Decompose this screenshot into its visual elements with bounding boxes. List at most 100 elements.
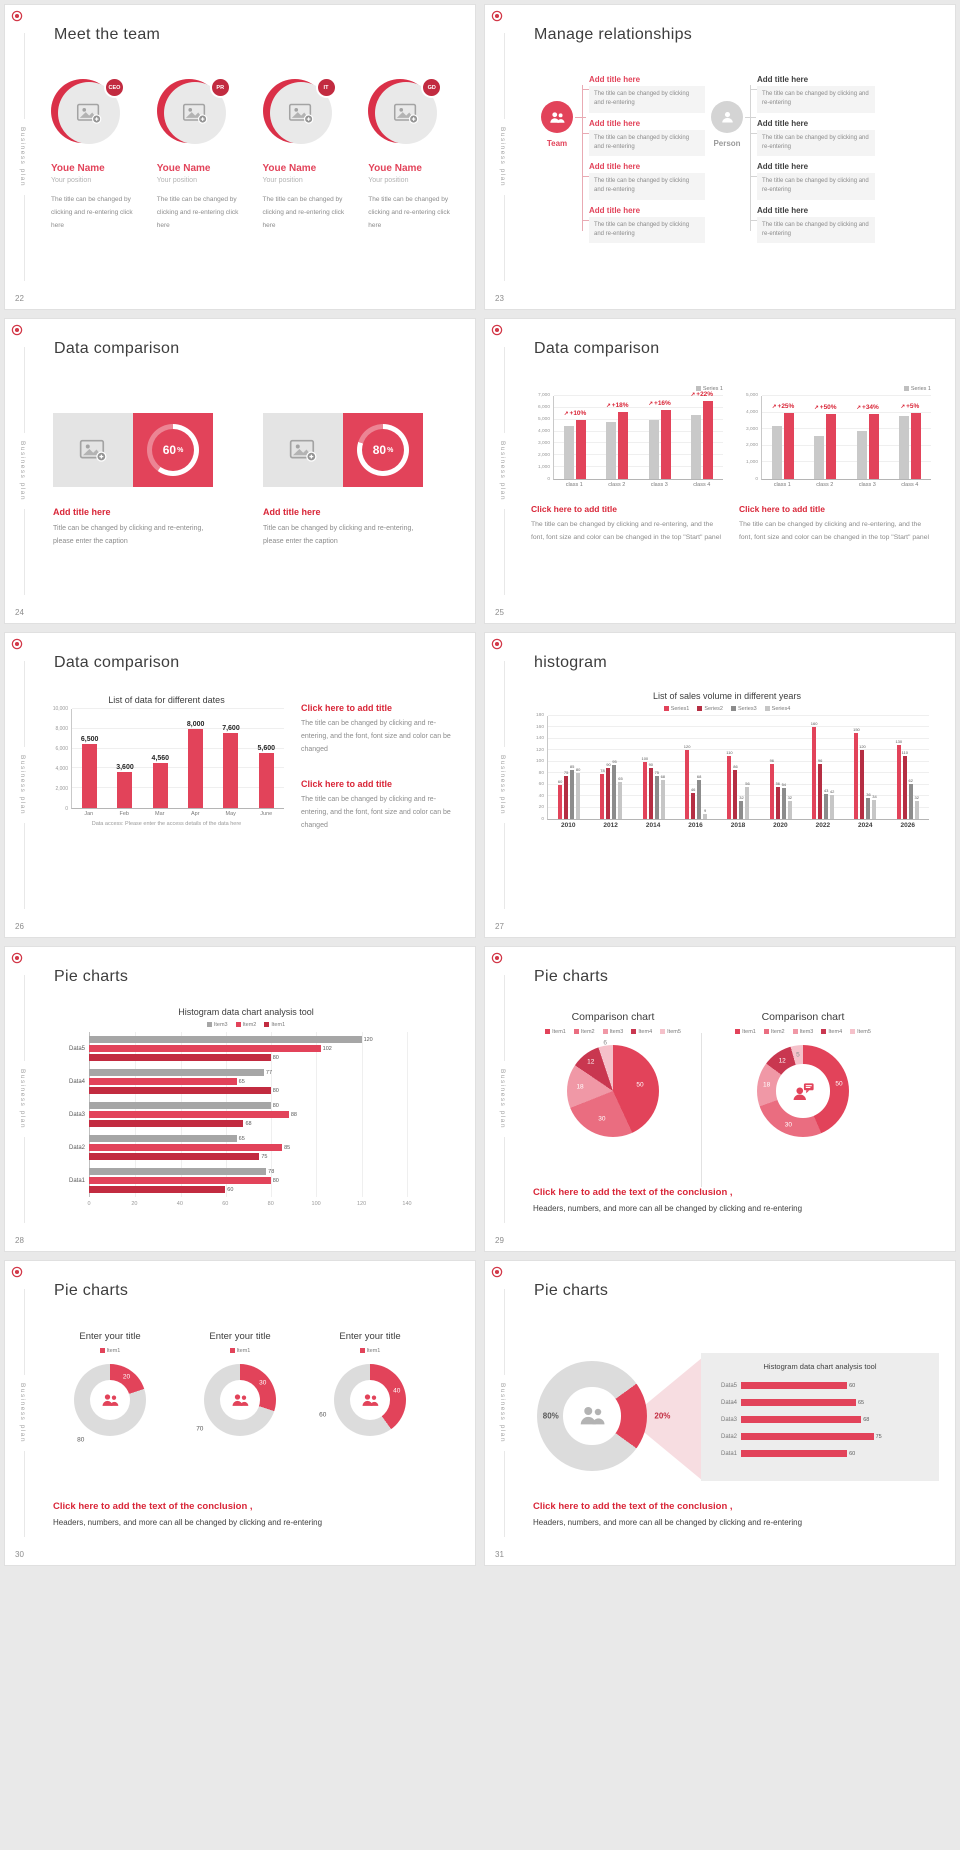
bar [89,1135,237,1142]
x-axis: Jan Feb Mar Apr May June [71,811,284,817]
caption-title: Add title here [263,507,321,517]
relation-item-text: The title can be changed by clicking and… [757,216,875,244]
legend-item: Item1 [545,1029,566,1035]
relation-item: Add title here The title can be changed b… [582,162,705,200]
bar-value: 80 [272,1177,279,1184]
hbar-chart-block: Histogram data chart analysis tool Item3… [59,1007,433,1208]
legend-item: Item3 [206,1022,228,1028]
relation-item: Add title here The title can be changed b… [582,75,705,113]
category-label: Data4 [720,1399,737,1406]
slide-30[interactable]: Business plan Pie charts Enter your titl… [4,1260,476,1566]
chart-holder: 40 60 [305,1364,435,1436]
bar-value: 85 [569,764,575,770]
x-tick-label: 60 [222,1201,229,1207]
legend-label: Series4 [771,705,791,712]
slide-28[interactable]: Business plan Pie charts Histogram data … [4,946,476,1252]
bar-groups: +10% +18% +16% +22% [554,391,723,479]
caption-text: Title can be changed by clicking and re-… [53,525,204,545]
legend-swatch [764,706,770,711]
bar-chart-block: Series 1 5,0004,0003,0002,0001,0000+25%+… [739,385,931,545]
legend-swatch [821,1029,827,1034]
plot-area: +10% +18% +16% +22% [553,391,723,480]
bar-line: 60 [89,1186,407,1193]
chart-legend: Item1 [175,1347,305,1354]
bar-value: 56 [745,780,750,786]
pie-group: Comparison chart Item1 Item2 Item3 Item4 Ite… [523,1011,703,1137]
bar-value: 77 [265,1069,273,1076]
bar-line: 75 [741,1433,909,1440]
bar-value: 96 [769,758,775,764]
bar: 32 [915,795,919,819]
gridline [548,772,929,774]
comparison-panel: 80% [263,413,423,487]
bar [741,1382,848,1389]
bar: 110 [902,750,908,819]
x-tick-label: class 3 [858,482,876,488]
bar-value: 130 [895,738,903,744]
bar [910,412,921,479]
relation-item-title: Add title here [589,118,641,128]
bar-value: 32 [914,794,920,800]
bar-value: 120 [683,744,691,750]
bar-panel: Histogram data chart analysis tool Data5… [701,1353,939,1481]
slide-25[interactable]: Business plan Data comparison Series 1 7… [484,318,956,624]
slide-27[interactable]: Business plan histogram List of sales vo… [484,632,956,938]
gridline [407,1032,408,1197]
bar-line: 68 [741,1416,909,1423]
bar-value: 96 [817,758,823,764]
hbar-row: Data3 68 [713,1411,927,1428]
slide-24[interactable]: Business plan Data comparison 60% 80% Ad… [4,318,476,624]
hbar-plot: Data5 60 Data4 65 Data3 68 Data2 75 Data1 60 [713,1377,927,1462]
chart-footnote: Data access: Please enter the access det… [91,821,242,827]
x-axis: 0 20 40 60 80 100 120 140 [87,1199,411,1208]
gridline [548,749,929,751]
caption-text: Title can be changed by clicking and re-… [263,525,414,545]
brand-logo-icon [491,324,503,336]
gridline [72,708,284,709]
slide-23[interactable]: Business plan Manage relationships Team … [484,4,956,310]
percent-block: 80% [343,413,423,487]
plot-column: 6,500 3,600 4,560 8,000 7,600 5,600 Jan Feb Mar A… [71,708,284,817]
brand-logo-icon [11,324,23,336]
legend-label: Item4 [638,1028,653,1035]
bar-value: 160 [810,721,818,727]
page-number: 23 [495,294,504,303]
slice-label: 50 [835,1080,843,1087]
slide-31[interactable]: Business plan Pie charts 20% 80% Histogra… [484,1260,956,1566]
member-name: Youe Name [262,163,317,174]
panel-title: Histogram data chart analysis tool [763,1362,877,1371]
bar [741,1433,874,1440]
legend-swatch [545,1029,551,1034]
x-tick-label: May [225,811,236,817]
chart-holder: 30 70 [175,1364,305,1436]
side-label: Business plan [499,119,506,195]
slice-label: 60 [319,1411,327,1419]
bar [660,410,671,479]
slide-26[interactable]: Business plan Data comparison List of da… [4,632,476,938]
x-axis: class 1 class 2 class 3 class 4 [761,482,931,488]
bar [89,1069,264,1076]
side-label: Business plan [499,747,506,823]
bar-line: 80 [89,1177,407,1184]
donut-chart: 50 30 18 12 5 [757,1045,849,1137]
chart-legend: Item1 Item2 Item3 Item4 Item5 [713,1028,893,1035]
gridline [762,395,931,396]
side-label: Business plan [499,1375,506,1451]
slide-29[interactable]: Business plan Pie charts Comparison char… [484,946,956,1252]
slide-22[interactable]: Business plan Meet the team CEO Youe Name… [4,4,476,310]
chart-title: Comparison chart [761,1011,845,1023]
bar [89,1120,244,1127]
legend-label: Item3 [799,1028,814,1035]
relation-item: Add title here The title can be changed b… [750,75,875,113]
donut-chart: 20 80 [74,1364,146,1444]
gridline [361,1032,363,1197]
slide-title: Pie charts [54,1282,129,1299]
caption-block: Click here to add title The title can be… [301,779,455,833]
bar-group: +50% [804,396,846,479]
gridline [316,1032,318,1197]
slice-label: 40 [393,1387,401,1395]
bar-value: 85 [284,1144,291,1151]
